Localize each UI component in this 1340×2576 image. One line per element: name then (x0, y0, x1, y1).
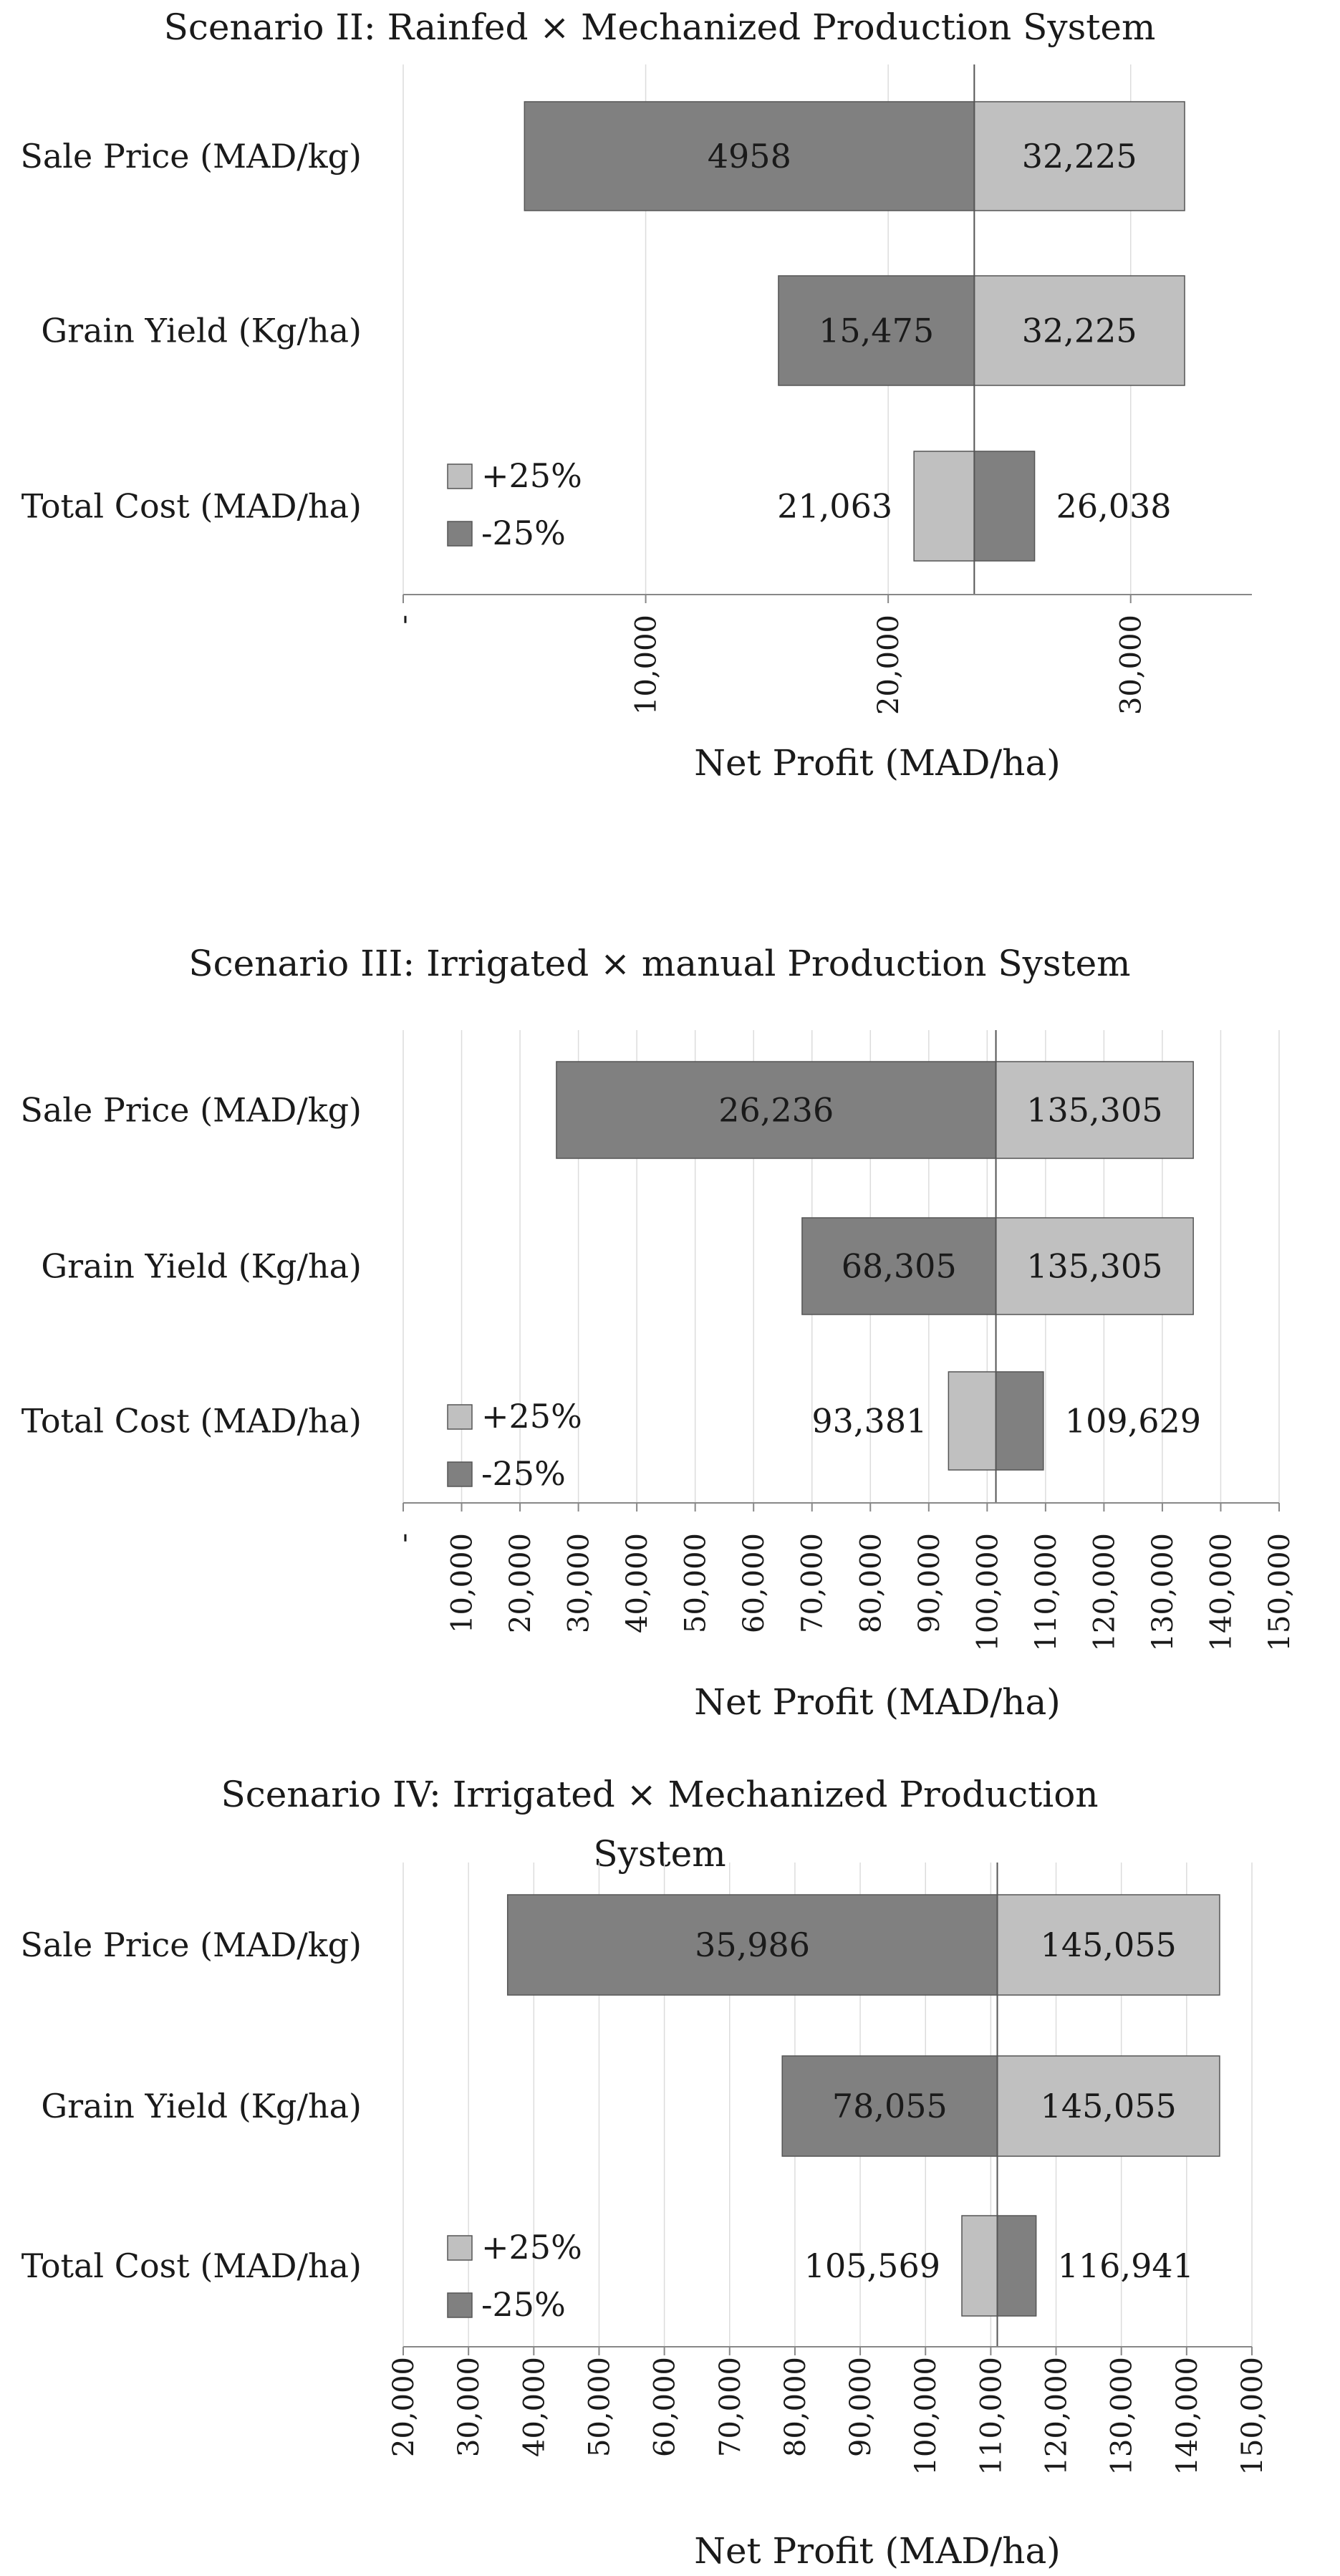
chart1-x-tick-label-1: 10,000 (630, 615, 663, 715)
chart2-bar-minus25-0 (556, 1061, 997, 1159)
chart1-bar-minus25-1 (778, 275, 975, 386)
chart3-bar-minus25-1 (781, 2055, 998, 2157)
chart3-bar-plus25-2 (961, 2215, 998, 2317)
chart3-x-tick-label-4: 60,000 (649, 2357, 682, 2457)
chart3-data-label-plus25-0: 145,055 (1041, 1926, 1177, 1964)
chart3-x-tick-label-10: 120,000 (1041, 2357, 1074, 2475)
chart2-legend-label-0: +25% (481, 1397, 582, 1436)
chart3-x-tick-label-7: 90,000 (844, 2357, 877, 2457)
chart1-x-tick-label-3: 30,000 (1115, 615, 1148, 715)
chart2-data-label-minus25-2: 109,629 (1065, 1402, 1201, 1441)
chart3-data-label-minus25-1: 78,055 (832, 2087, 948, 2125)
chart1-x-axis-label: Net Profit (MAD/ha) (694, 742, 1061, 784)
chart2-x-tick-label-14: 140,000 (1205, 1533, 1238, 1651)
chart2-x-tick-label-11: 110,000 (1030, 1533, 1063, 1651)
chart3-x-tick-label-5: 70,000 (714, 2357, 747, 2457)
chart2-x-tick-label-10: 100,000 (971, 1533, 1004, 1651)
chart1-bar-minus25-0 (524, 101, 975, 211)
chart2-x-tick-label-7: 70,000 (796, 1533, 829, 1633)
chart2-x-tick-label-8: 80,000 (854, 1533, 887, 1633)
chart2-legend-label-1: -25% (481, 1454, 566, 1493)
chart1-data-label-minus25-1: 15,475 (819, 312, 934, 350)
chart3-legend-label-0: +25% (481, 2228, 582, 2267)
chart3-x-tick-label-6: 80,000 (779, 2357, 812, 2457)
chart2-category-label-2: Total Cost (MAD/ha) (21, 1402, 362, 1441)
chart3-x-tick-label-11: 130,000 (1106, 2357, 1139, 2475)
chart3-title-line-1: Scenario IV: Irrigated × Mechanized Prod… (221, 1774, 1098, 1815)
chart3-title-line-2: System (593, 1833, 726, 1875)
chart2-data-label-plus25-0: 135,305 (1026, 1091, 1162, 1130)
chart3-x-tick-label-13: 150,000 (1236, 2357, 1269, 2475)
chart3-category-label-1: Grain Yield (Kg/ha) (41, 2087, 362, 2125)
chart2-category-label-0: Sale Price (MAD/kg) (20, 1091, 362, 1130)
chart3-x-tick-label-12: 140,000 (1171, 2357, 1204, 2475)
chart2-x-tick-label-5: 50,000 (680, 1533, 713, 1633)
chart1-legend-swatch-1 (447, 521, 473, 547)
chart3-legend-swatch-1 (447, 2292, 473, 2318)
chart2-x-tick-label-0: - (387, 1533, 420, 1543)
chart2-legend-swatch-1 (447, 1461, 473, 1487)
chart2-bar-minus25-1 (801, 1217, 997, 1315)
chart2-bar-minus25-2 (995, 1371, 1044, 1471)
chart1-category-label-0: Sale Price (MAD/kg) (20, 137, 362, 176)
chart2-bar-plus25-0 (995, 1061, 1194, 1159)
chart3-x-axis-label: Net Profit (MAD/ha) (694, 2530, 1061, 2572)
chart2-x-tick-label-3: 30,000 (563, 1533, 596, 1633)
chart2-x-tick-label-2: 20,000 (504, 1533, 537, 1633)
chart3-data-label-minus25-0: 35,986 (695, 1926, 810, 1964)
chart1-data-label-plus25-1: 32,225 (1022, 312, 1137, 350)
chart1-bar-plus25-0 (973, 101, 1185, 211)
chart2-bar-plus25-1 (995, 1217, 1194, 1315)
chart3-bar-plus25-1 (996, 2055, 1220, 2157)
chart3-legend-label-1: -25% (481, 2285, 566, 2324)
chart1-bar-plus25-2 (913, 451, 975, 562)
chart3-category-label-0: Sale Price (MAD/kg) (20, 1926, 362, 1964)
chart3-legend-swatch-0 (447, 2235, 473, 2261)
chart2-data-label-plus25-1: 135,305 (1026, 1247, 1162, 1286)
chart2-data-label-minus25-1: 68,305 (842, 1247, 957, 1286)
chart1-legend-label-0: +25% (481, 456, 582, 495)
chart1-bar-minus25-2 (973, 451, 1036, 562)
chart3-bar-minus25-2 (996, 2215, 1037, 2317)
chart2-legend-swatch-0 (447, 1404, 473, 1430)
chart1-legend-label-1: -25% (481, 514, 566, 552)
chart1-data-label-plus25-2: 21,063 (777, 487, 892, 526)
chart2-x-tick-label-4: 40,000 (621, 1533, 654, 1633)
chart2-bar-plus25-2 (948, 1371, 997, 1471)
chart1-legend-swatch-0 (447, 463, 473, 489)
chart2-x-tick-label-9: 90,000 (913, 1533, 946, 1633)
chart3-x-tick-label-0: 20,000 (387, 2357, 420, 2457)
chart3-x-tick-label-8: 100,000 (910, 2357, 943, 2475)
chart1-data-label-minus25-2: 26,038 (1056, 487, 1172, 526)
chart3-category-label-2: Total Cost (MAD/ha) (21, 2246, 362, 2285)
chart2-x-axis-label: Net Profit (MAD/ha) (694, 1681, 1061, 1723)
chart1-data-label-minus25-0: 4958 (708, 137, 791, 176)
chart3-data-label-minus25-2: 116,941 (1058, 2246, 1194, 2285)
chart3-bar-plus25-0 (996, 1894, 1220, 1996)
chart2-x-tick-label-1: 10,000 (446, 1533, 479, 1633)
chart2-data-label-minus25-0: 26,236 (718, 1091, 834, 1130)
chart2-x-tick-label-12: 120,000 (1088, 1533, 1121, 1651)
chart2-x-tick-label-15: 150,000 (1263, 1533, 1296, 1651)
chart3-x-tick-label-9: 110,000 (975, 2357, 1008, 2475)
chart1-title: Scenario II: Rainfed × Mechanized Produc… (164, 6, 1156, 48)
chart1-data-label-plus25-0: 32,225 (1022, 137, 1137, 176)
chart1-category-label-1: Grain Yield (Kg/ha) (41, 312, 362, 350)
chart3-data-label-plus25-2: 105,569 (804, 2246, 940, 2285)
chart3-x-tick-label-2: 40,000 (518, 2357, 551, 2457)
chart3-x-tick-label-1: 30,000 (453, 2357, 486, 2457)
chart2-x-tick-label-6: 60,000 (738, 1533, 771, 1633)
chart2-category-label-1: Grain Yield (Kg/ha) (41, 1247, 362, 1286)
chart3-x-tick-label-3: 50,000 (583, 2357, 616, 2457)
chart1-category-label-2: Total Cost (MAD/ha) (21, 487, 362, 526)
chart2-data-label-plus25-2: 93,381 (811, 1402, 927, 1441)
chart1-bar-plus25-1 (973, 275, 1185, 386)
chart1-x-tick-label-0: - (387, 615, 420, 625)
chart3-data-label-plus25-1: 145,055 (1041, 2087, 1177, 2125)
chart2-x-tick-label-13: 130,000 (1147, 1533, 1180, 1651)
chart1-x-tick-label-2: 20,000 (872, 615, 905, 715)
chart2-title: Scenario III: Irrigated × manual Product… (188, 943, 1130, 984)
